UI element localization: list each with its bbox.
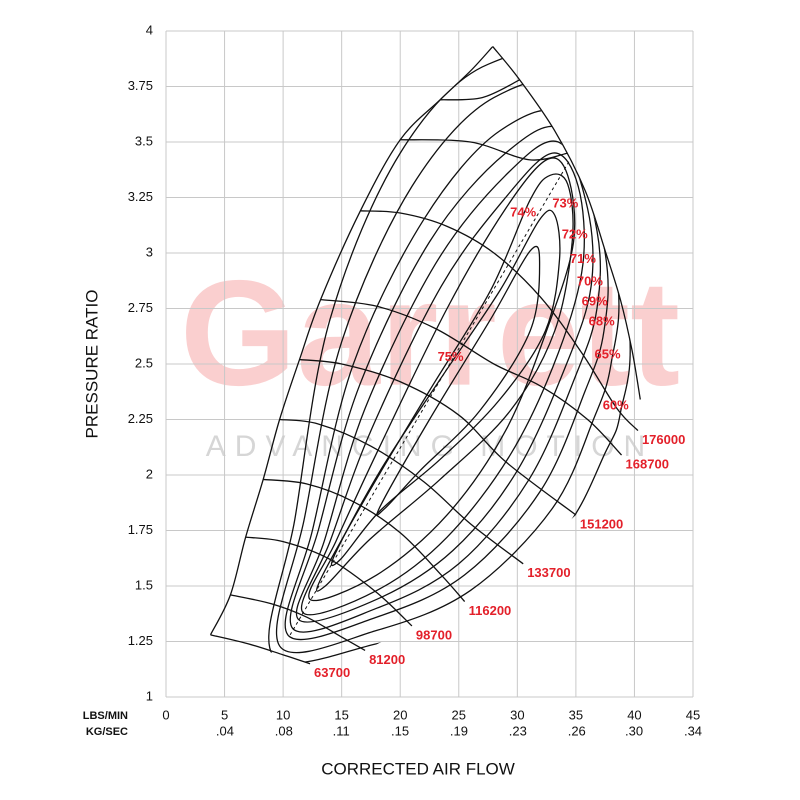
x-tick-label: 0 bbox=[162, 707, 169, 722]
efficiency-island bbox=[308, 157, 576, 602]
speed-line bbox=[245, 536, 413, 627]
efficiency-island bbox=[376, 245, 541, 516]
efficiency-island bbox=[330, 209, 561, 567]
peak-efficiency-line bbox=[289, 159, 571, 636]
x-tick-label: 5 bbox=[221, 707, 228, 722]
speed-line bbox=[230, 594, 366, 651]
y-tick-label: 1.25 bbox=[128, 633, 153, 648]
y-tick-label: 3.25 bbox=[128, 189, 153, 204]
y-tick-label: 2 bbox=[146, 466, 153, 481]
speed-label: 133700 bbox=[527, 565, 570, 580]
y-axis-title: PRESSURE RATIO bbox=[82, 290, 101, 439]
y-tick-label: 1 bbox=[146, 688, 153, 703]
efficiency-label: 75% bbox=[438, 349, 464, 364]
x2-unit: KG/SEC bbox=[86, 726, 128, 738]
y-tick-label: 2.75 bbox=[128, 300, 153, 315]
y-tick-label: 3.5 bbox=[135, 133, 153, 148]
x2-tick-label: .08 bbox=[275, 723, 293, 738]
speed-label: 81200 bbox=[369, 652, 405, 667]
efficiency-island bbox=[300, 152, 585, 616]
efficiency-island bbox=[316, 173, 574, 592]
x2-tick-label: .04 bbox=[216, 723, 234, 738]
speed-line bbox=[400, 139, 568, 161]
speed-label: 176000 bbox=[642, 432, 685, 447]
y-tick-label: 4 bbox=[146, 22, 153, 37]
x-axis-title: CORRECTED AIR FLOW bbox=[321, 759, 515, 778]
speed-line bbox=[279, 418, 524, 565]
x-tick-label: 25 bbox=[452, 707, 466, 722]
x2-tick-label: .19 bbox=[450, 723, 468, 738]
speed-line bbox=[263, 478, 466, 602]
efficiency-label: 71% bbox=[570, 251, 596, 266]
efficiency-label: 68% bbox=[589, 313, 615, 328]
x2-tick-label: .30 bbox=[625, 723, 643, 738]
x-tick-label: 20 bbox=[393, 707, 407, 722]
speed-line bbox=[320, 298, 623, 456]
y-tick-label: 2.25 bbox=[128, 411, 153, 426]
speed-line bbox=[360, 210, 639, 432]
y-tick-label: 3.75 bbox=[128, 78, 153, 93]
speed-label: 168700 bbox=[626, 456, 669, 471]
x-tick-label: 15 bbox=[334, 707, 348, 722]
speed-label: 63700 bbox=[314, 665, 350, 680]
efficiency-label: 72% bbox=[562, 227, 588, 242]
x-tick-label: 40 bbox=[627, 707, 641, 722]
efficiency-label: 65% bbox=[594, 347, 620, 362]
x2-tick-label: .23 bbox=[509, 723, 527, 738]
efficiency-island bbox=[295, 140, 594, 623]
efficiency-label: 73% bbox=[552, 196, 578, 211]
efficiency-label: 60% bbox=[603, 398, 629, 413]
watermark-tagline: ADVANCING MOTION bbox=[206, 430, 654, 463]
speed-label: 116200 bbox=[469, 603, 512, 618]
y-tick-label: 1.5 bbox=[135, 577, 153, 592]
x2-tick-label: .26 bbox=[568, 723, 586, 738]
x-tick-label: 45 bbox=[686, 707, 700, 722]
efficiency-label: 74% bbox=[510, 204, 536, 219]
speed-label: 151200 bbox=[580, 516, 623, 531]
x2-tick-label: .15 bbox=[391, 723, 409, 738]
efficiency-label: 70% bbox=[577, 273, 603, 288]
x2-tick-label: .11 bbox=[333, 723, 350, 738]
x-tick-label: 10 bbox=[276, 707, 290, 722]
speed-label: 98700 bbox=[416, 627, 452, 642]
speed-line bbox=[440, 79, 520, 101]
speed-line bbox=[210, 634, 311, 665]
efficiency-label: 69% bbox=[582, 293, 608, 308]
x-tick-label: 30 bbox=[510, 707, 524, 722]
y-tick-label: 1.75 bbox=[128, 522, 153, 537]
speed-line bbox=[299, 358, 577, 516]
y-tick-label: 2.5 bbox=[135, 355, 153, 370]
x-tick-label: 35 bbox=[569, 707, 583, 722]
x2-tick-label: .34 bbox=[684, 723, 702, 738]
choke-line bbox=[492, 46, 641, 400]
x-unit: LBS/MIN bbox=[83, 710, 128, 722]
y-tick-label: 3 bbox=[146, 244, 153, 259]
